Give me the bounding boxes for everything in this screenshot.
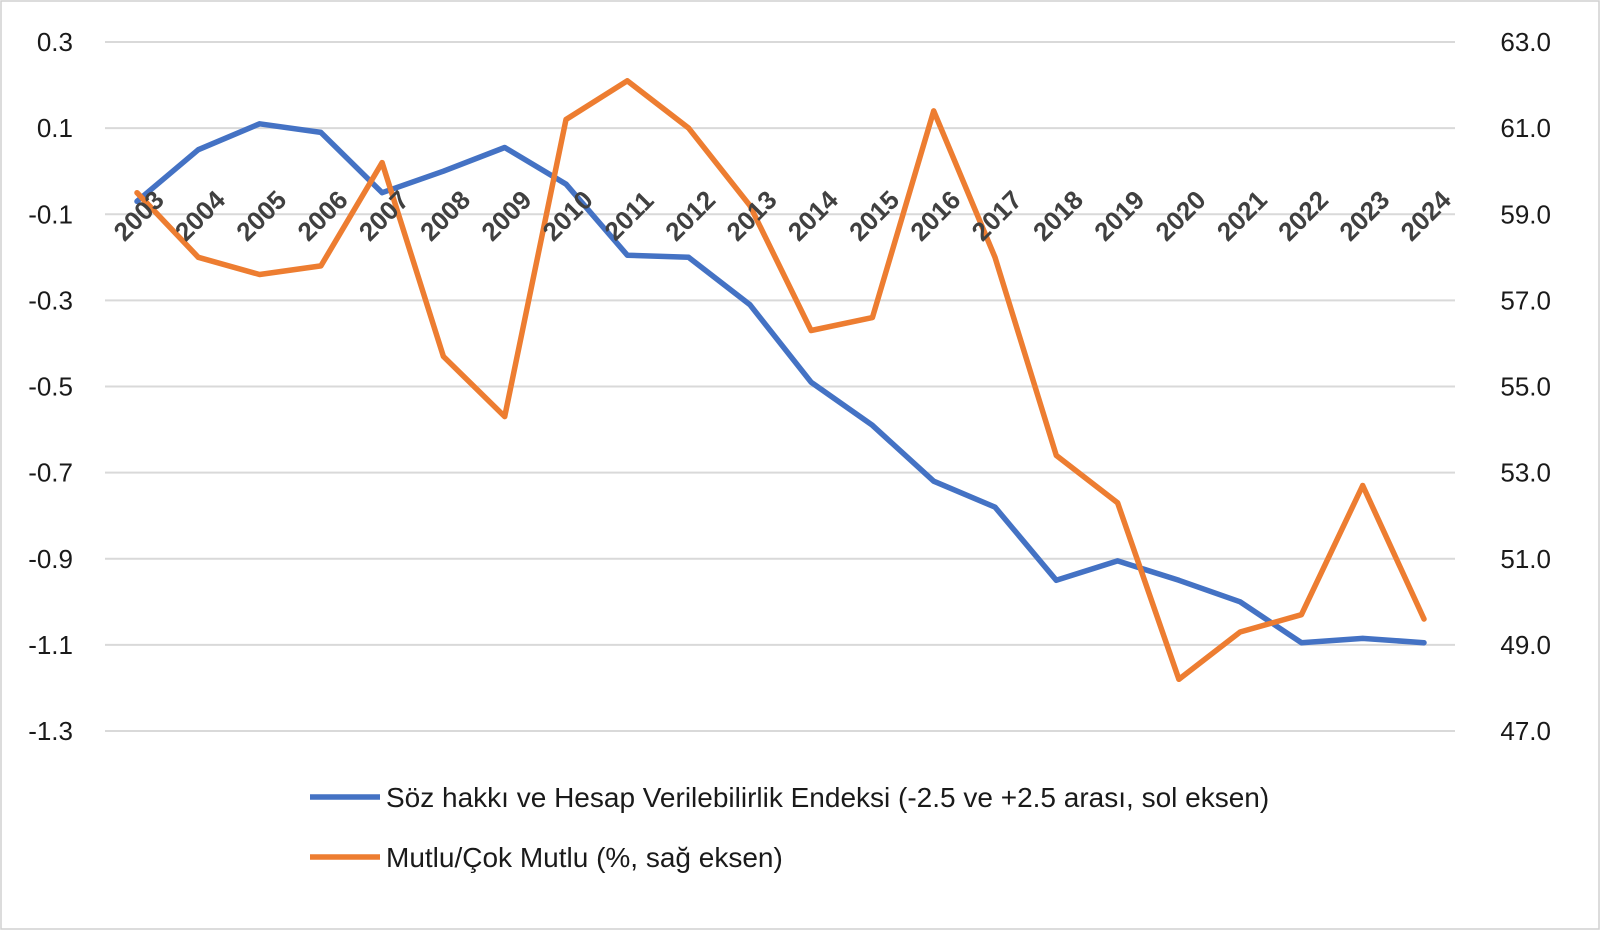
left-tick-label: -1.1 bbox=[28, 630, 73, 660]
x-tick-label: 2012 bbox=[659, 185, 721, 247]
legend-label-1: Söz hakkı ve Hesap Verilebilirlik Endeks… bbox=[386, 782, 1269, 813]
x-tick-label: 2024 bbox=[1395, 184, 1457, 246]
left-tick-label: -0.3 bbox=[28, 285, 73, 315]
data-point bbox=[686, 125, 692, 131]
data-point bbox=[747, 203, 753, 209]
x-tick-label: 2021 bbox=[1211, 185, 1273, 247]
data-point bbox=[440, 353, 446, 359]
data-point bbox=[379, 190, 385, 196]
data-point bbox=[992, 504, 998, 510]
x-tick-label: 2013 bbox=[720, 185, 782, 247]
data-point bbox=[1053, 577, 1059, 583]
data-point bbox=[869, 315, 875, 321]
x-tick-label: 2009 bbox=[475, 185, 537, 247]
x-tick-label: 2020 bbox=[1149, 185, 1211, 247]
data-point bbox=[1298, 640, 1304, 646]
data-point bbox=[1360, 635, 1366, 641]
data-point bbox=[318, 129, 324, 135]
series-lines bbox=[134, 78, 1427, 683]
x-tick-label: 2005 bbox=[230, 185, 292, 247]
data-point bbox=[257, 272, 263, 278]
data-point bbox=[1176, 676, 1182, 682]
left-tick-label: -0.9 bbox=[28, 544, 73, 574]
x-tick-label: 2011 bbox=[598, 185, 659, 246]
right-tick-label: 63.0 bbox=[1500, 27, 1551, 57]
gridlines bbox=[105, 41, 1455, 732]
data-point bbox=[1053, 452, 1059, 458]
data-point bbox=[808, 328, 814, 334]
legend: Söz hakkı ve Hesap Verilebilirlik Endeks… bbox=[310, 782, 1269, 873]
data-point bbox=[195, 254, 201, 260]
right-tick-label: 49.0 bbox=[1500, 630, 1551, 660]
x-tick-label: 2006 bbox=[291, 185, 353, 247]
data-point bbox=[1115, 558, 1121, 564]
right-tick-label: 59.0 bbox=[1500, 199, 1551, 229]
x-axis-ticks: 2003 2004 2005 2006 2007 2008 2009 2010 2011 2012… bbox=[108, 184, 1457, 246]
data-point bbox=[1421, 640, 1427, 646]
data-point bbox=[318, 263, 324, 269]
data-point bbox=[1421, 616, 1427, 622]
data-point bbox=[134, 198, 140, 204]
right-tick-label: 53.0 bbox=[1500, 458, 1551, 488]
series-line-2 bbox=[134, 78, 1427, 683]
series-line-1 bbox=[134, 121, 1427, 646]
data-point bbox=[624, 78, 630, 84]
data-point bbox=[1115, 500, 1121, 506]
x-tick-label: 2014 bbox=[782, 184, 844, 246]
right-tick-label: 55.0 bbox=[1500, 372, 1551, 402]
x-tick-label: 2017 bbox=[966, 185, 1028, 247]
data-point bbox=[502, 145, 508, 151]
left-axis-ticks: 0.3 0.1 -0.1 -0.3 -0.5 -0.7 -0.9 -1.1 -1.3 bbox=[28, 27, 73, 746]
right-axis-ticks: 63.0 61.0 59.0 57.0 55.0 53.0 51.0 49.0 47.0 bbox=[1500, 27, 1551, 746]
left-tick-label: 0.3 bbox=[37, 27, 73, 57]
data-point bbox=[1237, 599, 1243, 605]
right-tick-label: 51.0 bbox=[1500, 544, 1551, 574]
data-point bbox=[931, 478, 937, 484]
data-point bbox=[563, 181, 569, 187]
data-point bbox=[686, 254, 692, 260]
right-tick-label: 47.0 bbox=[1500, 716, 1551, 746]
data-point bbox=[134, 190, 140, 196]
left-tick-label: -0.7 bbox=[28, 458, 73, 488]
left-tick-label: 0.1 bbox=[37, 113, 73, 143]
right-tick-label: 57.0 bbox=[1500, 285, 1551, 315]
data-point bbox=[563, 117, 569, 123]
x-tick-label: 2016 bbox=[904, 185, 966, 247]
x-tick-label: 2023 bbox=[1333, 185, 1395, 247]
data-point bbox=[992, 254, 998, 260]
data-point bbox=[869, 422, 875, 428]
data-point bbox=[502, 414, 508, 420]
left-tick-label: -0.1 bbox=[28, 199, 73, 229]
data-point bbox=[1237, 629, 1243, 635]
x-tick-label: 2022 bbox=[1272, 185, 1334, 247]
data-point bbox=[808, 379, 814, 385]
data-point bbox=[1360, 483, 1366, 489]
left-tick-label: -1.3 bbox=[28, 716, 73, 746]
x-tick-label: 2018 bbox=[1027, 185, 1089, 247]
data-point bbox=[931, 108, 937, 114]
legend-label-2: Mutlu/Çok Mutlu (%, sağ eksen) bbox=[386, 842, 783, 873]
right-tick-label: 61.0 bbox=[1500, 113, 1551, 143]
x-tick-label: 2010 bbox=[537, 185, 599, 247]
data-point bbox=[1298, 612, 1304, 618]
data-point bbox=[195, 147, 201, 153]
data-point bbox=[747, 302, 753, 308]
x-tick-label: 2019 bbox=[1088, 185, 1150, 247]
x-tick-label: 2008 bbox=[414, 185, 476, 247]
data-point bbox=[624, 252, 630, 258]
data-point bbox=[440, 168, 446, 174]
data-point bbox=[379, 160, 385, 166]
left-tick-label: -0.5 bbox=[28, 372, 73, 402]
data-point bbox=[1176, 577, 1182, 583]
data-point bbox=[257, 121, 263, 127]
